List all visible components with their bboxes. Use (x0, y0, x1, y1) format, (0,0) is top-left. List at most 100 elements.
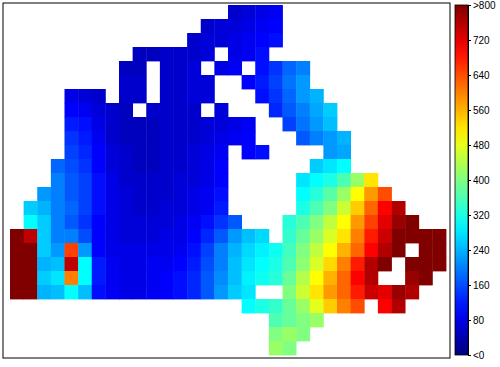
heat-cell (92, 229, 106, 243)
colorbar-tick-mark (468, 145, 471, 146)
heat-cell (242, 299, 256, 313)
heat-cell (228, 5, 242, 19)
heat-cell (78, 257, 92, 271)
heat-cell (310, 117, 324, 131)
colorbar-tick-mark (468, 180, 471, 181)
heat-cell (214, 117, 228, 131)
heat-cell (310, 159, 324, 173)
heat-cell (146, 229, 160, 243)
heat-cell (174, 159, 188, 173)
heat-cell (78, 117, 92, 131)
heat-cell (65, 271, 79, 285)
heat-cell (78, 285, 92, 299)
heat-cell (174, 117, 188, 131)
heat-cell (201, 159, 215, 173)
heat-cell (283, 243, 297, 257)
heat-cell (24, 243, 38, 257)
heat-cell (255, 229, 269, 243)
heat-cell (146, 201, 160, 215)
heat-cell (92, 89, 106, 103)
heat-cell (201, 145, 215, 159)
heat-cell (133, 243, 147, 257)
heat-cell (133, 285, 147, 299)
colorbar-tick-label: 320 (473, 210, 490, 221)
heat-cell (269, 103, 283, 117)
heat-cell (65, 215, 79, 229)
heat-cell (201, 229, 215, 243)
heat-cell (323, 243, 337, 257)
heat-cell (228, 229, 242, 243)
heat-cell (65, 201, 79, 215)
heat-cell (65, 173, 79, 187)
heat-cell (419, 257, 433, 271)
heat-cell (160, 257, 174, 271)
heat-cell (310, 103, 324, 117)
heat-cell (146, 285, 160, 299)
heat-cell (337, 173, 351, 187)
heat-cell (351, 229, 365, 243)
heat-cell (10, 285, 24, 299)
heat-cell (65, 187, 79, 201)
heat-cell (337, 145, 351, 159)
heat-cell (10, 243, 24, 257)
heat-cell (283, 271, 297, 285)
heat-cell (242, 257, 256, 271)
heat-cell (337, 257, 351, 271)
heat-cell (160, 159, 174, 173)
heat-cell (37, 215, 51, 229)
heat-cell (310, 243, 324, 257)
heat-cell (24, 229, 38, 243)
heat-cell (187, 201, 201, 215)
heat-cell (119, 159, 133, 173)
heat-cell (337, 243, 351, 257)
heat-cell (187, 117, 201, 131)
heat-cell (323, 159, 337, 173)
heat-cell (51, 271, 65, 285)
heat-cell (242, 285, 256, 299)
heat-cell (146, 243, 160, 257)
heat-cell (105, 145, 119, 159)
heat-cell (187, 47, 201, 61)
heat-cell (392, 243, 406, 257)
heat-cell (78, 201, 92, 215)
heat-cell (201, 201, 215, 215)
heat-cell (119, 285, 133, 299)
heat-cell (255, 243, 269, 257)
heat-cell (78, 159, 92, 173)
colorbar-tick-mark (468, 40, 471, 41)
heat-cell (255, 19, 269, 33)
heat-cell (201, 117, 215, 131)
heat-cell (269, 271, 283, 285)
heat-cell (174, 187, 188, 201)
heat-cell (323, 187, 337, 201)
heat-cell (283, 285, 297, 299)
heat-cell (364, 243, 378, 257)
heat-cell (37, 271, 51, 285)
heat-cell (242, 243, 256, 257)
heat-cell (146, 215, 160, 229)
heat-cell (296, 173, 310, 187)
heat-cell (187, 271, 201, 285)
heat-cell (296, 89, 310, 103)
heat-cell (405, 285, 419, 299)
heat-cell (255, 61, 269, 75)
heat-cell (310, 187, 324, 201)
heat-cell (214, 19, 228, 33)
heat-cell (201, 33, 215, 47)
heat-cell (419, 243, 433, 257)
heat-cell (323, 257, 337, 271)
heat-cell (65, 257, 79, 271)
heat-cell (146, 47, 160, 61)
heat-cell (392, 299, 406, 313)
colorbar-tick-mark (468, 5, 471, 6)
heat-cell (119, 271, 133, 285)
heat-cell (92, 271, 106, 285)
heat-cell (187, 145, 201, 159)
heat-cell (364, 229, 378, 243)
heat-cell (351, 201, 365, 215)
heat-cell (255, 75, 269, 89)
heat-cell (228, 47, 242, 61)
heat-cell (105, 215, 119, 229)
heat-cell (119, 215, 133, 229)
heat-cell (146, 257, 160, 271)
